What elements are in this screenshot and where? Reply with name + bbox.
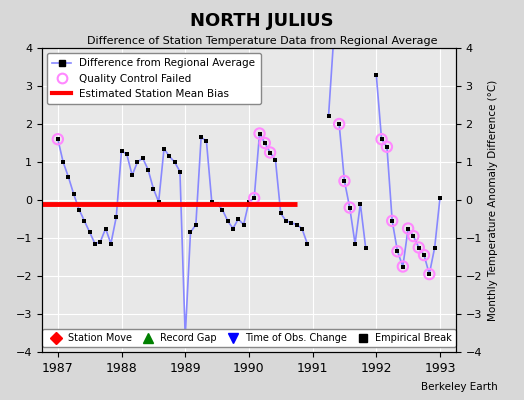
Point	[138, 155, 147, 161]
Point	[383, 144, 391, 150]
Point	[102, 225, 110, 232]
Point	[383, 144, 391, 150]
Point	[75, 206, 83, 213]
Point	[298, 225, 306, 232]
Point	[388, 218, 396, 224]
Point	[399, 263, 407, 270]
Point	[91, 240, 99, 247]
Point	[250, 195, 258, 201]
Point	[255, 130, 264, 137]
Point	[414, 244, 423, 251]
Point	[436, 195, 444, 201]
Point	[85, 229, 94, 236]
Point	[133, 159, 141, 165]
Legend: Station Move, Record Gap, Time of Obs. Change, Empirical Break: Station Move, Record Gap, Time of Obs. C…	[42, 329, 456, 347]
Point	[394, 248, 402, 254]
Point	[303, 240, 311, 247]
Point	[266, 149, 274, 156]
Point	[149, 186, 158, 192]
Point	[298, 225, 306, 232]
Point	[372, 71, 380, 78]
Point	[303, 240, 311, 247]
Point	[160, 146, 168, 152]
Point	[260, 140, 269, 146]
Point	[340, 178, 348, 184]
Point	[70, 191, 78, 198]
Point	[404, 225, 412, 232]
Point	[112, 214, 121, 220]
Point	[394, 248, 402, 254]
Point	[59, 159, 67, 165]
Point	[404, 225, 412, 232]
Point	[277, 210, 285, 216]
Point	[266, 149, 274, 156]
Point	[345, 204, 354, 211]
Point	[340, 178, 348, 184]
Point	[287, 220, 296, 226]
Point	[144, 166, 152, 173]
Point	[409, 233, 418, 239]
Point	[107, 240, 115, 247]
Point	[170, 159, 179, 165]
Point	[425, 271, 433, 277]
Point	[377, 136, 386, 142]
Point	[96, 238, 104, 245]
Point	[335, 121, 343, 127]
Point	[234, 216, 243, 222]
Point	[260, 140, 269, 146]
Point	[197, 134, 205, 140]
Point	[420, 252, 428, 258]
Point	[330, 34, 338, 40]
Text: Difference of Station Temperature Data from Regional Average: Difference of Station Temperature Data f…	[87, 36, 437, 46]
Point	[330, 34, 338, 40]
Point	[208, 199, 216, 205]
Point	[324, 113, 333, 120]
Point	[351, 240, 359, 247]
Point	[165, 153, 173, 160]
Point	[117, 147, 126, 154]
Point	[239, 222, 248, 228]
Point	[123, 151, 131, 158]
Point	[356, 201, 365, 207]
Point	[224, 218, 232, 224]
Point	[64, 174, 73, 180]
Point	[271, 157, 280, 163]
Point	[409, 233, 418, 239]
Point	[324, 113, 333, 120]
Point	[377, 136, 386, 142]
Point	[245, 199, 253, 205]
Point	[335, 121, 343, 127]
Point	[399, 263, 407, 270]
Point	[53, 136, 62, 142]
Point	[414, 244, 423, 251]
Point	[128, 172, 136, 178]
Point	[213, 201, 221, 207]
Point	[80, 218, 89, 224]
Point	[345, 204, 354, 211]
Point	[292, 222, 301, 228]
Point	[202, 138, 211, 144]
Point	[420, 252, 428, 258]
Point	[229, 225, 237, 232]
Point	[155, 199, 163, 205]
Y-axis label: Monthly Temperature Anomaly Difference (°C): Monthly Temperature Anomaly Difference (…	[488, 79, 498, 321]
Point	[282, 218, 290, 224]
Point	[255, 130, 264, 137]
Point	[388, 218, 396, 224]
Point	[425, 271, 433, 277]
Point	[176, 168, 184, 175]
Point	[187, 229, 195, 236]
Point	[53, 136, 62, 142]
Point	[181, 334, 189, 340]
Text: NORTH JULIUS: NORTH JULIUS	[190, 12, 334, 30]
Text: Berkeley Earth: Berkeley Earth	[421, 382, 498, 392]
Point	[218, 206, 226, 213]
Point	[431, 244, 439, 251]
Point	[362, 244, 370, 251]
Point	[192, 222, 200, 228]
Point	[250, 195, 258, 201]
